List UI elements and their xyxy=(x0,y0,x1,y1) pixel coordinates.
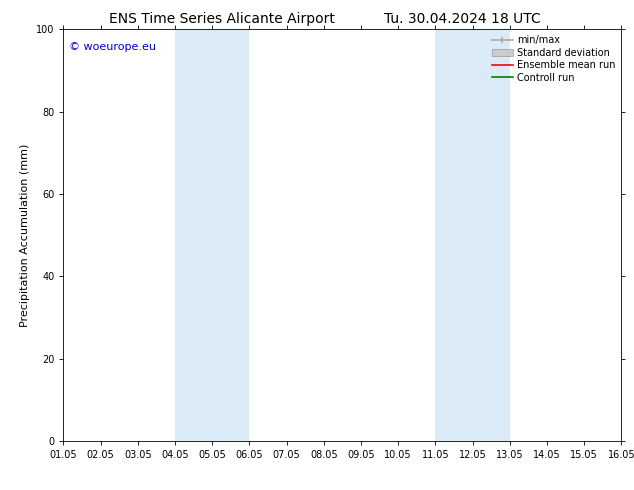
Bar xyxy=(175,29,249,441)
Y-axis label: Precipitation Accumulation (mm): Precipitation Accumulation (mm) xyxy=(20,144,30,327)
Bar xyxy=(436,29,510,441)
Legend: min/max, Standard deviation, Ensemble mean run, Controll run: min/max, Standard deviation, Ensemble me… xyxy=(488,31,619,86)
Text: © woeurope.eu: © woeurope.eu xyxy=(69,42,156,52)
Text: ENS Time Series Alicante Airport: ENS Time Series Alicante Airport xyxy=(109,12,335,26)
Text: Tu. 30.04.2024 18 UTC: Tu. 30.04.2024 18 UTC xyxy=(384,12,541,26)
